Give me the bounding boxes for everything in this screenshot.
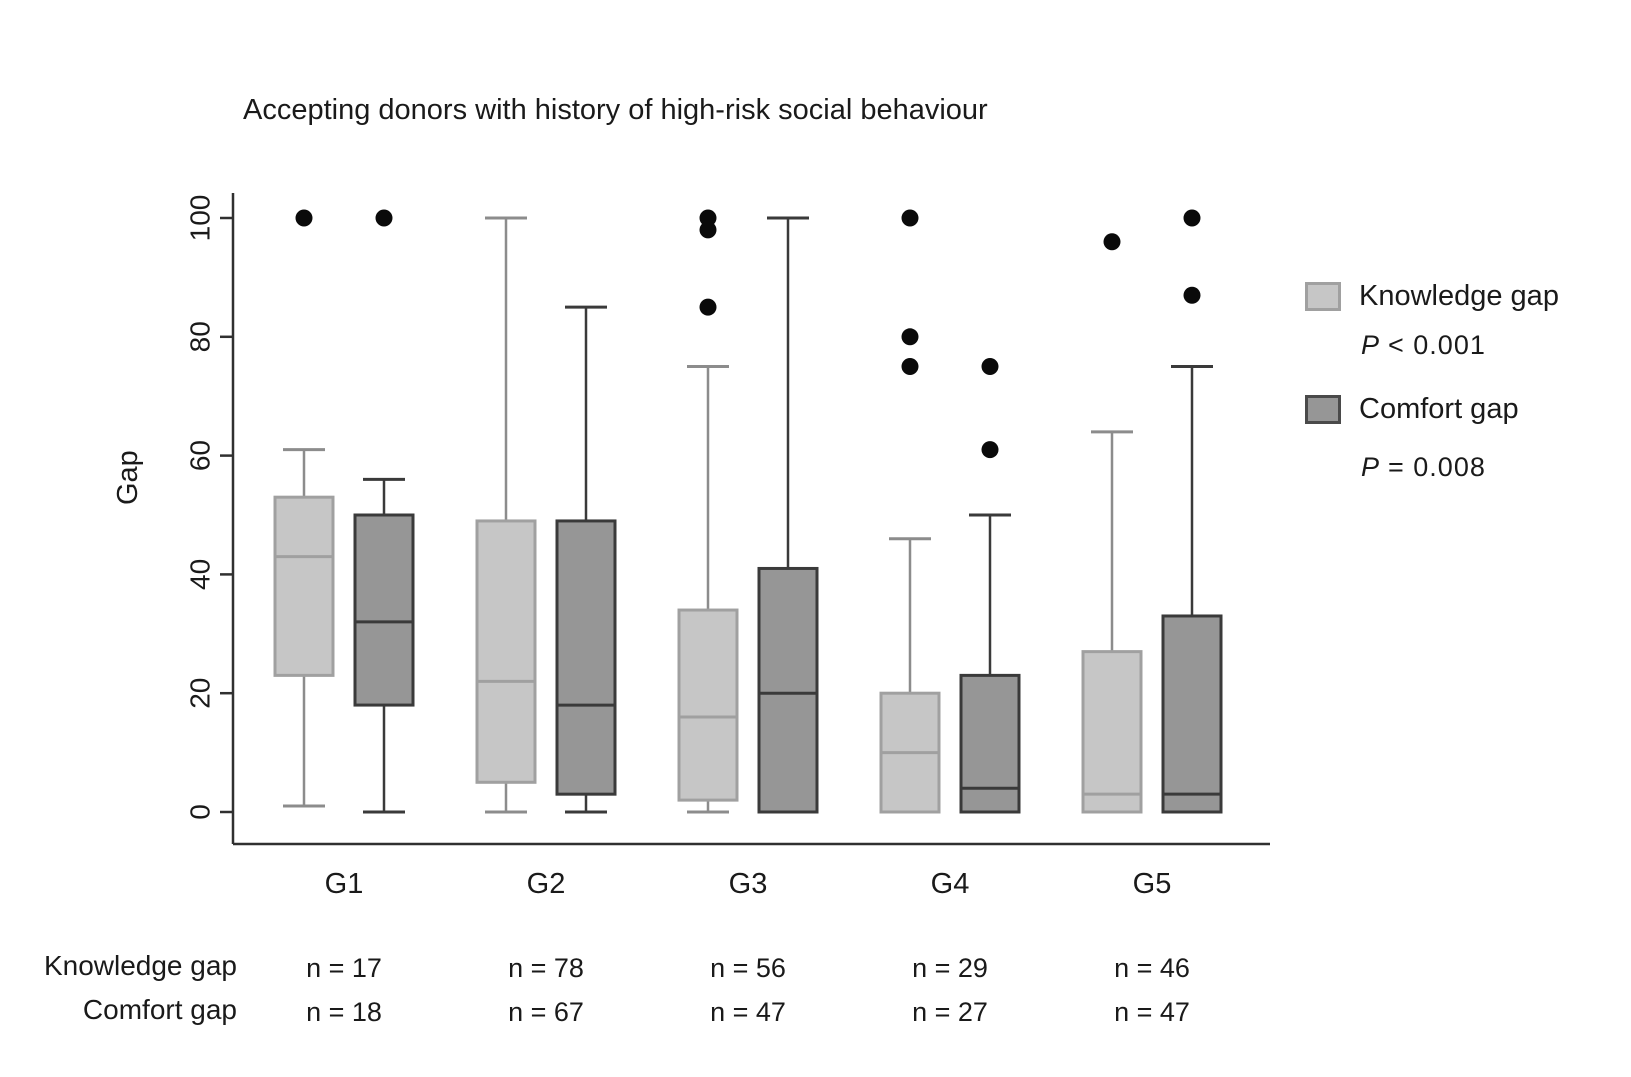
x-category-label-g4: G4 xyxy=(931,868,970,900)
outlier-comfort-gap-g4 xyxy=(981,441,999,459)
legend-entry-comfort: Comfort gap xyxy=(1305,393,1519,426)
p-value-text: < 0.001 xyxy=(1388,330,1486,360)
n-count-comfort-gap-g3: n = 47 xyxy=(710,997,786,1027)
box-knowledge-gap-g3 xyxy=(677,608,739,802)
x-category-label-g3: G3 xyxy=(729,868,768,900)
box-comfort-gap-g2 xyxy=(555,519,617,796)
comfort-gap-swatch xyxy=(1305,395,1341,424)
y-tick-label: 40 xyxy=(184,559,215,590)
p-symbol: P xyxy=(1361,330,1381,360)
outlier-comfort-gap-g1 xyxy=(375,209,393,227)
p-value-text: = 0.008 xyxy=(1388,452,1486,482)
box-comfort-gap-g4 xyxy=(959,673,1021,814)
y-tick-label: 100 xyxy=(184,195,215,242)
outlier-comfort-gap-g5 xyxy=(1183,209,1201,227)
box-comfort-gap-g1 xyxy=(353,513,415,707)
x-category-label-g5: G5 xyxy=(1133,868,1172,900)
outlier-comfort-gap-g4 xyxy=(981,358,999,375)
p-value-knowledge: P < 0.001 xyxy=(1361,330,1486,361)
outlier-knowledge-gap-g4 xyxy=(901,358,919,375)
n-count-comfort-gap-g5: n = 47 xyxy=(1114,997,1190,1027)
outlier-knowledge-gap-g5 xyxy=(1103,233,1121,251)
y-tick-label: 20 xyxy=(184,678,215,709)
x-category-label-g1: G1 xyxy=(325,868,364,900)
legend-label-knowledge: Knowledge gap xyxy=(1359,280,1559,312)
box-knowledge-gap-g1 xyxy=(273,495,335,677)
n-count-knowledge-gap-g4: n = 29 xyxy=(912,953,988,983)
counts-row-label-comfort: Comfort gap xyxy=(82,994,237,1025)
y-tick-label: 60 xyxy=(184,440,215,471)
counts-row-label-knowledge: Knowledge gap xyxy=(43,950,237,981)
outlier-knowledge-gap-g3 xyxy=(699,298,717,316)
outlier-knowledge-gap-g3 xyxy=(699,209,717,227)
box-comfort-gap-g5 xyxy=(1161,614,1223,814)
n-count-comfort-gap-g1: n = 18 xyxy=(306,997,382,1027)
n-count-comfort-gap-g4: n = 27 xyxy=(912,997,988,1027)
outlier-comfort-gap-g5 xyxy=(1183,286,1201,304)
y-axis-label: Gap xyxy=(112,450,144,505)
knowledge-gap-swatch xyxy=(1305,282,1341,311)
x-category-label-g2: G2 xyxy=(527,868,566,900)
n-count-knowledge-gap-g2: n = 78 xyxy=(508,953,584,983)
y-tick-label: 80 xyxy=(184,321,215,352)
n-count-comfort-gap-g2: n = 67 xyxy=(508,997,584,1027)
legend-label-comfort: Comfort gap xyxy=(1359,393,1519,425)
outlier-knowledge-gap-g3 xyxy=(699,221,717,239)
n-count-knowledge-gap-g3: n = 56 xyxy=(710,953,786,983)
box-knowledge-gap-g2 xyxy=(475,519,537,784)
outlier-knowledge-gap-g4 xyxy=(901,209,919,227)
p-value-comfort: P = 0.008 xyxy=(1361,452,1486,483)
n-count-knowledge-gap-g5: n = 46 xyxy=(1114,953,1190,983)
box-knowledge-gap-g5 xyxy=(1081,650,1143,814)
outlier-knowledge-gap-g1 xyxy=(295,209,313,227)
y-tick-label: 0 xyxy=(184,804,215,820)
box-comfort-gap-g3 xyxy=(757,566,819,814)
n-count-knowledge-gap-g1: n = 17 xyxy=(306,953,382,983)
outlier-knowledge-gap-g4 xyxy=(901,328,919,346)
legend-entry-knowledge: Knowledge gap xyxy=(1305,280,1559,313)
p-symbol: P xyxy=(1361,452,1381,482)
chart-title: Accepting donors with history of high-ri… xyxy=(243,94,988,126)
